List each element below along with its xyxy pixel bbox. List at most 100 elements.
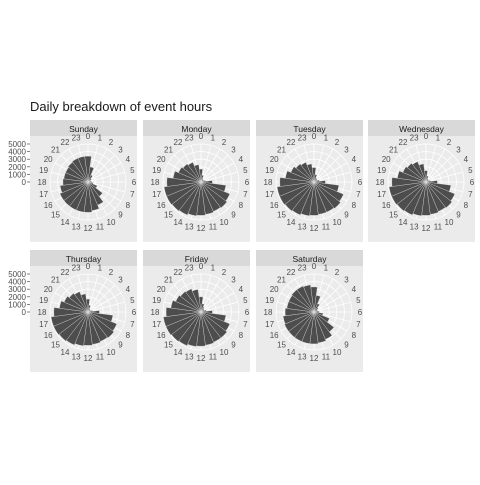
spoke-gridline — [87, 284, 116, 313]
bar-monday-h21 — [182, 163, 202, 183]
hour-tick-label: 7 — [356, 320, 361, 329]
hour-tick-label: 15 — [277, 211, 286, 220]
bar-tuesday-h9 — [313, 181, 341, 209]
spoke-gridline — [313, 162, 348, 183]
hour-tick-label: 3 — [118, 146, 123, 155]
hour-tick-label: 22 — [174, 268, 183, 277]
hour-tick-label: 14 — [174, 348, 183, 357]
hour-tick-label: 8 — [239, 331, 244, 340]
spoke-gridline — [200, 278, 221, 313]
hour-tick-label: 7 — [243, 190, 248, 199]
hour-tick-label: 1 — [211, 264, 216, 273]
hour-tick-label: 22 — [399, 138, 408, 147]
hour-tick-label: 13 — [185, 352, 194, 361]
hour-tick-label: 21 — [277, 276, 286, 285]
hour-tick-label: 4 — [464, 155, 469, 164]
bar-wednesday-h23 — [418, 163, 427, 183]
spoke-gridline — [200, 154, 229, 183]
bar-thursday-h22 — [74, 291, 89, 313]
bar-wednesday-h20 — [402, 166, 427, 183]
spoke-gridline — [425, 162, 460, 183]
hour-tick-label: 17 — [152, 190, 161, 199]
facet-strip-label: Tuesday — [293, 124, 326, 134]
hour-tick-label: 3 — [231, 276, 236, 285]
facet-strip — [368, 120, 475, 136]
hour-tick-label: 1 — [98, 264, 103, 273]
hour-tick-label: 20 — [157, 285, 166, 294]
hour-tick-label: 15 — [389, 211, 398, 220]
bar-saturday-h23 — [303, 284, 315, 313]
hour-tick-label: 2 — [335, 138, 340, 147]
hour-tick-label: 10 — [333, 348, 342, 357]
hour-tick-label: 5 — [243, 296, 248, 305]
chart-title: Daily breakdown of event hours — [30, 99, 213, 114]
hour-tick-label: 17 — [152, 320, 161, 329]
hour-tick-label: 22 — [61, 268, 70, 277]
hour-tick-label: 9 — [118, 211, 123, 220]
hour-tick-label: 4 — [126, 285, 131, 294]
hour-tick-label: 4 — [126, 155, 131, 164]
hour-tick-label: 2 — [109, 268, 114, 277]
y-tick-label: 0 — [22, 178, 27, 187]
hour-tick-label: 17 — [377, 190, 386, 199]
hour-tick-label: 6 — [245, 178, 250, 187]
hour-tick-label: 7 — [243, 320, 248, 329]
spoke-gridline — [313, 301, 351, 313]
hour-tick-label: 3 — [344, 146, 349, 155]
spoke-gridline — [200, 301, 238, 313]
hour-tick-label: 10 — [107, 348, 116, 357]
facet-strip — [30, 250, 137, 266]
bar-saturday-h18 — [284, 308, 315, 316]
y-tick-label: 4000 — [8, 148, 26, 157]
hour-tick-label: 16 — [157, 331, 166, 340]
hour-tick-label: 1 — [211, 134, 216, 143]
hour-tick-label: 19 — [265, 296, 274, 305]
hour-tick-label: 12 — [197, 354, 206, 363]
hour-tick-label: 14 — [287, 218, 296, 227]
hour-tick-label: 14 — [61, 218, 70, 227]
hour-tick-label: 8 — [126, 201, 131, 210]
hour-tick-label: 23 — [72, 134, 81, 143]
hour-tick-label: 9 — [231, 211, 236, 220]
hour-tick-label: 21 — [277, 146, 286, 155]
bar-tuesday-h22 — [300, 162, 315, 183]
hour-tick-label: 4 — [239, 155, 244, 164]
hour-tick-label: 0 — [199, 132, 204, 141]
hour-tick-label: 17 — [39, 190, 48, 199]
hour-tick-label: 15 — [51, 211, 60, 220]
hour-tick-label: 9 — [344, 341, 349, 350]
hour-tick-label: 16 — [44, 201, 53, 210]
spoke-gridline — [200, 171, 238, 183]
hour-tick-label: 7 — [468, 190, 473, 199]
hour-tick-label: 18 — [264, 178, 273, 187]
hour-tick-label: 9 — [344, 211, 349, 220]
hour-tick-label: 6 — [245, 308, 250, 317]
y-tick-label: 1000 — [8, 170, 26, 179]
spoke-gridline — [200, 162, 235, 183]
hour-tick-label: 1 — [324, 264, 329, 273]
spoke-gridline — [425, 171, 463, 183]
y-tick-label: 0 — [22, 308, 27, 317]
facet-strip — [256, 120, 363, 136]
hour-tick-label: 12 — [310, 354, 319, 363]
y-tick-label: 3000 — [8, 285, 26, 294]
hour-tick-label: 11 — [96, 222, 105, 231]
hour-tick-label: 13 — [72, 352, 81, 361]
hour-tick-label: 9 — [456, 211, 461, 220]
y-tick-label: 1000 — [8, 300, 26, 309]
hour-tick-label: 9 — [231, 341, 236, 350]
hour-tick-label: 22 — [174, 138, 183, 147]
spoke-gridline — [87, 171, 125, 183]
hour-tick-label: 16 — [270, 201, 279, 210]
hour-tick-label: 0 — [312, 132, 317, 141]
bar-tuesday-h18 — [279, 177, 315, 187]
hour-tick-label: 3 — [456, 146, 461, 155]
hour-tick-label: 8 — [352, 201, 357, 210]
hour-tick-label: 7 — [356, 190, 361, 199]
hour-tick-label: 21 — [51, 146, 60, 155]
spoke-gridline — [313, 154, 342, 183]
y-tick-label: 2000 — [8, 163, 26, 172]
